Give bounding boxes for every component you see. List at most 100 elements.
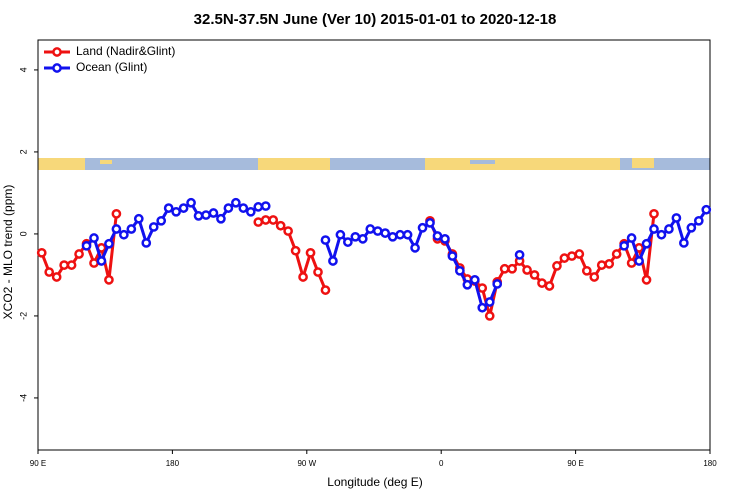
data-point: [604, 259, 615, 269]
data-point: [74, 249, 84, 259]
data-point: [36, 247, 47, 258]
data-point: [701, 204, 712, 215]
data-point: [89, 233, 99, 243]
data-point: [163, 203, 174, 213]
x-tick-label: 90 W: [297, 459, 316, 468]
data-point: [245, 206, 256, 217]
data-point: [641, 238, 652, 249]
data-point: [499, 263, 510, 274]
data-point: [664, 224, 674, 234]
data-point: [320, 285, 331, 295]
data-point: [477, 302, 488, 313]
data-point: [626, 233, 637, 243]
x-axis-label: Longitude (deg E): [327, 475, 422, 489]
data-point: [66, 260, 77, 270]
x-tick-label: 0: [439, 459, 444, 468]
data-point: [484, 311, 495, 321]
data-point: [387, 231, 398, 242]
data-point: [492, 279, 503, 289]
data-point: [313, 267, 323, 277]
data-point: [216, 213, 226, 224]
y-tick-label: 4: [18, 67, 28, 72]
data-point: [350, 231, 361, 242]
x-tick-label: 90 E: [567, 459, 583, 468]
data-point: [440, 234, 450, 244]
data-point: [529, 270, 540, 280]
data-point: [402, 229, 413, 240]
data-point: [253, 217, 264, 227]
data-point: [111, 208, 122, 219]
data-point: [484, 297, 495, 307]
data-point: [320, 235, 331, 245]
data-point: [686, 222, 697, 233]
data-point: [59, 260, 69, 270]
data-point: [581, 265, 592, 276]
data-point: [372, 226, 383, 236]
data-point: [275, 220, 286, 231]
land-mask-strip: [38, 158, 710, 170]
data-point: [425, 218, 435, 228]
data-point: [305, 247, 316, 258]
data-point: [126, 224, 137, 234]
data-point: [611, 249, 622, 259]
data-point: [522, 265, 532, 275]
data-point: [268, 215, 279, 225]
data-point: [395, 229, 405, 240]
data-point: [178, 203, 189, 213]
data-point: [477, 283, 488, 293]
data-point: [260, 201, 271, 211]
data-point: [574, 249, 585, 259]
data-point: [111, 224, 122, 234]
data-point: [148, 222, 159, 232]
legend-label: Ocean (Glint): [76, 60, 147, 74]
data-point: [619, 240, 629, 251]
data-point: [693, 215, 704, 226]
data-point: [104, 275, 114, 285]
data-point: [596, 260, 607, 270]
data-point: [260, 215, 271, 225]
y-tick-label: 2: [18, 149, 28, 154]
data-point: [186, 197, 196, 208]
x-tick-label: 180: [166, 459, 180, 468]
data-point: [208, 208, 219, 218]
y-axis-label: XCO2 - MLO trend (ppm): [1, 185, 15, 320]
data-point: [410, 243, 420, 253]
data-point: [417, 222, 428, 233]
data-point: [656, 229, 667, 240]
data-point: [589, 272, 600, 282]
legend-label: Land (Nadir&Glint): [76, 44, 175, 58]
chart-title: 32.5N-37.5N June (Ver 10) 2015-01-01 to …: [194, 11, 557, 28]
data-point: [626, 258, 637, 268]
data-point: [679, 238, 689, 248]
data-point: [223, 203, 234, 213]
data-point: [469, 275, 480, 285]
data-point: [649, 208, 659, 219]
legend-marker: [52, 63, 62, 73]
data-point: [104, 238, 114, 249]
data-point: [298, 272, 308, 282]
plot-frame: [37, 39, 711, 451]
data-point: [462, 279, 473, 290]
data-point: [357, 234, 368, 244]
data-point: [51, 272, 62, 282]
legend-marker: [52, 47, 62, 57]
data-point: [96, 256, 107, 266]
data-point: [432, 231, 443, 241]
data-point: [567, 251, 577, 261]
data-point: [290, 245, 301, 256]
data-point: [283, 226, 293, 236]
data-point: [552, 261, 562, 271]
data-point: [156, 215, 167, 226]
data-point: [544, 281, 555, 291]
x-tick-label: 90 E: [30, 459, 46, 468]
x-tick-label: 180: [703, 459, 717, 468]
data-point: [201, 210, 211, 220]
y-tick-label: -4: [18, 394, 28, 402]
data-point: [380, 228, 391, 238]
data-point: [447, 251, 458, 261]
data-point: [328, 256, 338, 266]
data-point: [44, 267, 55, 277]
data-point: [559, 253, 570, 263]
data-point: [335, 229, 346, 240]
